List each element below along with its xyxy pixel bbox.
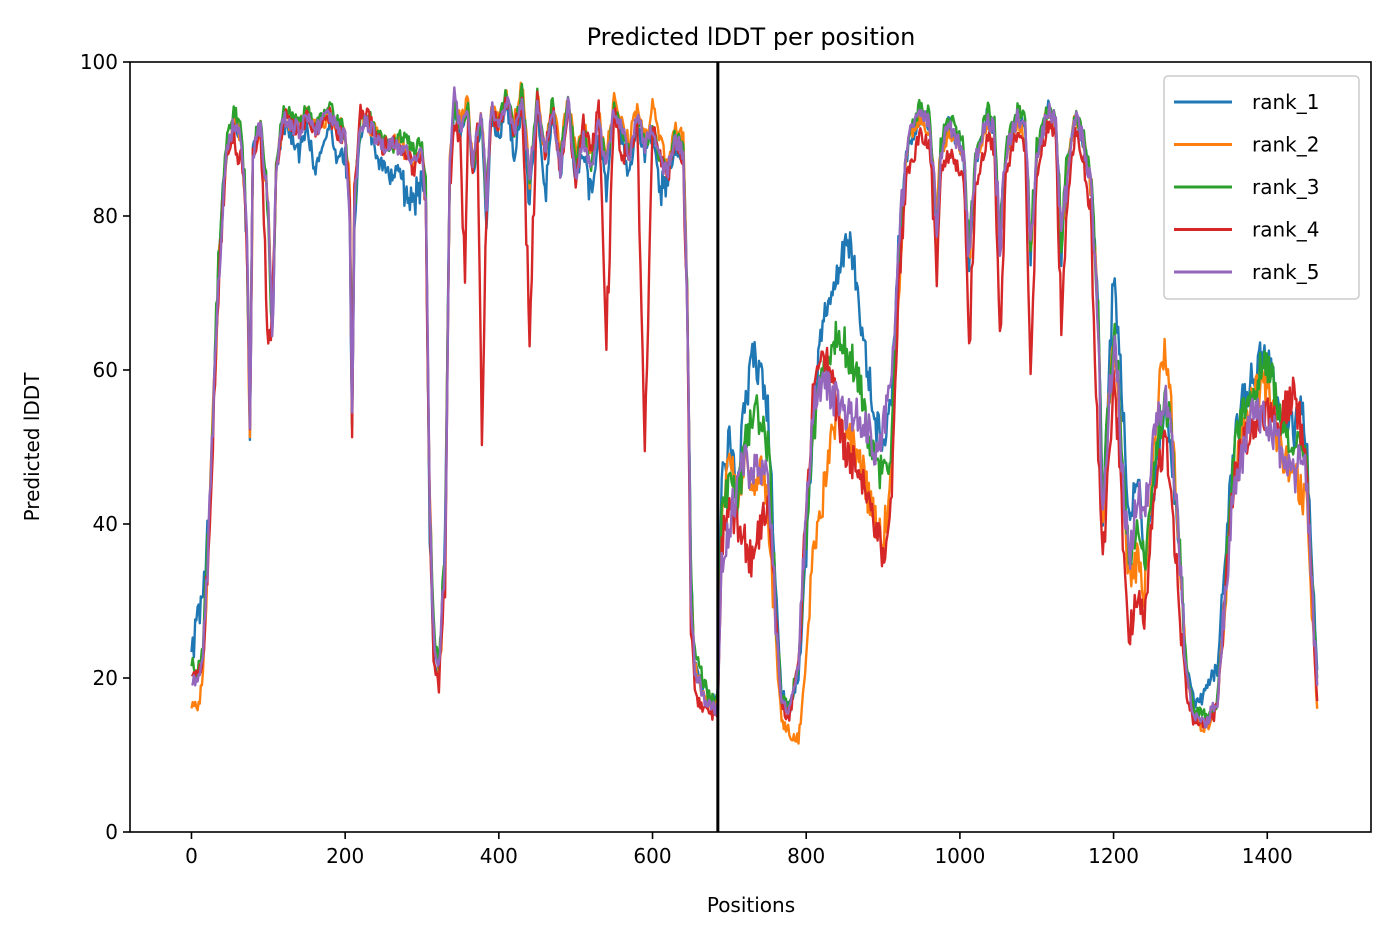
x-tick-label: 400 xyxy=(480,844,518,868)
series-line-rank-1 xyxy=(190,95,1319,716)
axes: 0 200 400 600 800 1000 1200 1400 0 20 40 60 80 100 xyxy=(80,50,1372,868)
legend: rank_1 rank_2 rank_3 rank_4 rank_5 xyxy=(1163,75,1360,300)
legend-label-rank-5: rank_5 xyxy=(1252,260,1319,284)
x-tick-label: 600 xyxy=(633,844,671,868)
axes-frame xyxy=(129,61,1372,833)
y-tick-label: 0 xyxy=(105,820,118,844)
plot-area xyxy=(190,62,1319,832)
legend-label-rank-3: rank_3 xyxy=(1252,175,1319,199)
x-tick-label: 800 xyxy=(787,844,825,868)
legend-label-rank-1: rank_1 xyxy=(1252,90,1319,114)
x-tick-label: 1200 xyxy=(1088,844,1139,868)
y-tick-label: 20 xyxy=(93,666,118,690)
y-tick-label: 40 xyxy=(93,512,118,536)
x-axis-label: Positions xyxy=(707,893,795,917)
chart-title: Predicted lDDT per position xyxy=(587,23,916,51)
legend-label-rank-4: rank_4 xyxy=(1252,218,1319,242)
series-lines xyxy=(190,81,1319,745)
x-tick-label: 200 xyxy=(326,844,364,868)
y-tick-label: 60 xyxy=(93,358,118,382)
x-tick-label: 0 xyxy=(185,844,198,868)
y-tick-label: 80 xyxy=(93,204,118,228)
legend-label-rank-2: rank_2 xyxy=(1252,133,1319,157)
y-tick-label: 100 xyxy=(80,50,118,74)
legend-box xyxy=(1163,75,1360,300)
y-axis-label: Predicted lDDT xyxy=(20,372,44,522)
series-line-rank-5 xyxy=(191,86,1319,729)
x-tick-label: 1400 xyxy=(1242,844,1293,868)
x-tick-label: 1000 xyxy=(934,844,985,868)
